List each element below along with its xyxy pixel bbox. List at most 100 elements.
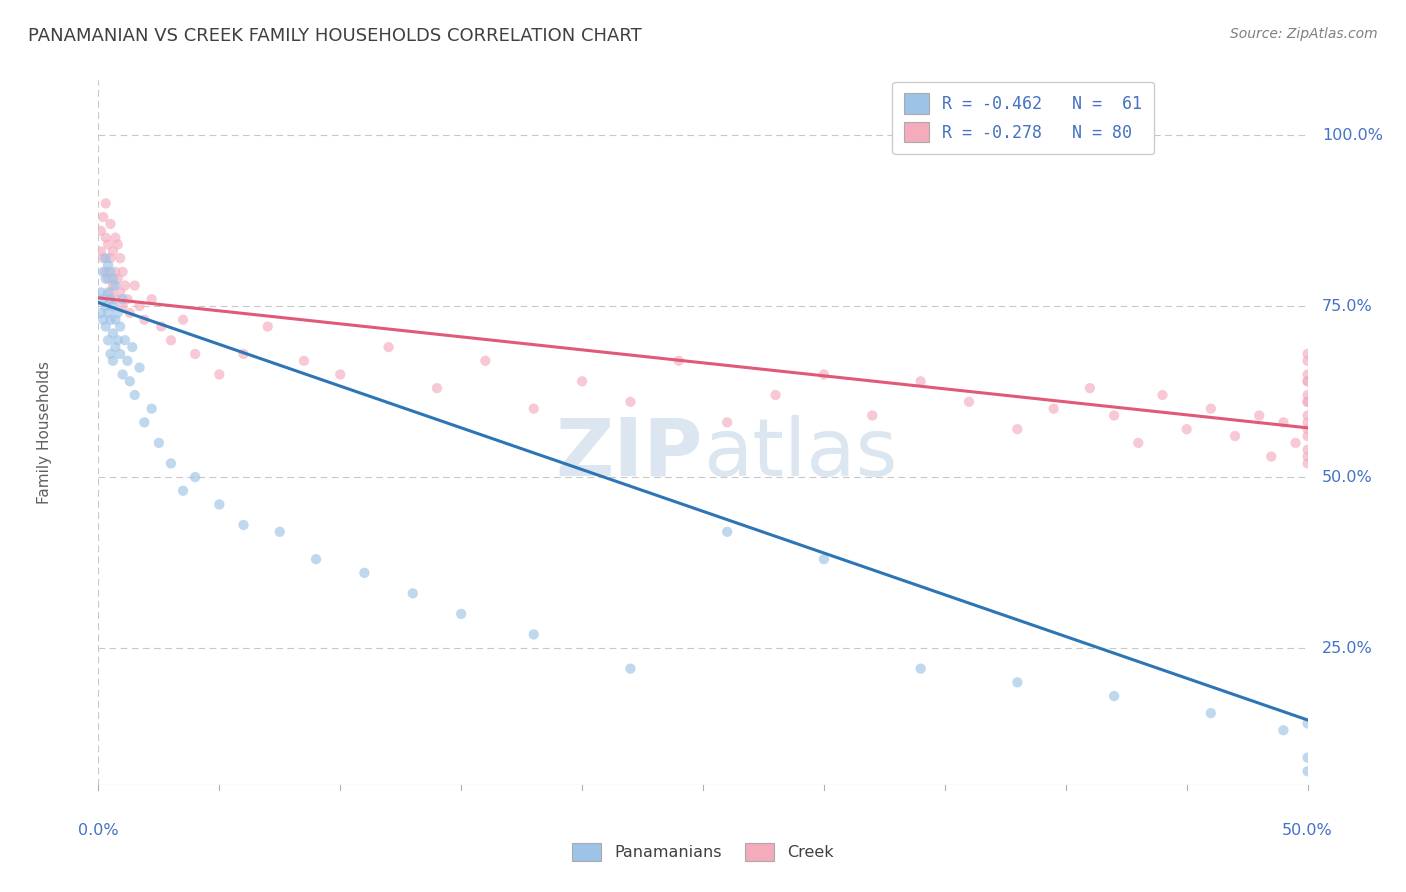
Point [1296,374,1319,388]
Point [111,292,134,306]
Point [107,306,129,320]
Point [141,292,163,306]
Point [450,607,472,621]
Point [1296,353,1319,368]
Point [114,278,136,293]
Point [114,333,136,347]
Point [474,353,496,368]
Point [910,374,932,388]
Point [353,566,375,580]
Point [1296,750,1319,764]
Point [108,251,131,265]
Point [813,368,835,382]
Point [305,552,328,566]
Text: ZIP: ZIP [555,415,703,492]
Point [141,401,163,416]
Point [571,374,593,388]
Point [97,271,120,285]
Point [1296,442,1319,457]
Point [104,265,127,279]
Point [1296,415,1319,429]
Point [860,409,883,423]
Point [1296,457,1319,471]
Point [1223,429,1246,443]
Point [1272,723,1295,738]
Point [100,217,122,231]
Point [91,292,114,306]
Point [90,224,112,238]
Text: Source: ZipAtlas.com: Source: ZipAtlas.com [1230,27,1378,41]
Point [107,271,129,285]
Point [100,312,122,326]
Point [1249,409,1271,423]
Point [94,265,117,279]
Point [668,353,690,368]
Point [134,415,156,429]
Point [1152,388,1174,402]
Point [1296,422,1319,436]
Point [160,333,183,347]
Point [208,368,231,382]
Point [108,347,131,361]
Text: 50.0%: 50.0% [1322,469,1372,484]
Point [101,278,124,293]
Point [91,312,114,326]
Point [104,292,127,306]
Point [111,265,134,279]
Point [1296,394,1319,409]
Point [426,381,449,395]
Point [97,333,120,347]
Point [292,353,315,368]
Point [94,299,117,313]
Point [104,230,127,244]
Text: 25.0%: 25.0% [1322,640,1372,656]
Point [910,662,932,676]
Point [208,498,231,512]
Point [256,319,278,334]
Point [1296,716,1319,731]
Point [1128,436,1150,450]
Point [232,347,254,361]
Legend: Panamanians, Creek: Panamanians, Creek [564,835,842,869]
Point [813,552,835,566]
Point [100,347,122,361]
Point [100,292,122,306]
Text: 50.0%: 50.0% [1282,822,1333,838]
Point [117,353,139,368]
Point [765,388,787,402]
Point [100,251,122,265]
Text: 75.0%: 75.0% [1322,299,1372,314]
Point [108,285,131,300]
Point [329,368,352,382]
Point [107,237,129,252]
Point [90,306,112,320]
Point [172,312,194,326]
Point [1102,409,1125,423]
Point [117,292,139,306]
Point [104,278,127,293]
Point [124,278,146,293]
Point [94,230,117,244]
Point [1007,675,1029,690]
Point [128,360,150,375]
Point [1296,374,1319,388]
Text: 0.0%: 0.0% [79,822,118,838]
Text: PANAMANIAN VS CREEK FAMILY HOUSEHOLDS CORRELATION CHART: PANAMANIAN VS CREEK FAMILY HOUSEHOLDS CO… [28,27,643,45]
Point [523,627,546,641]
Point [1272,415,1295,429]
Point [1260,450,1282,464]
Point [91,210,114,224]
Point [97,306,120,320]
Point [108,319,131,334]
Text: Family Households: Family Households [37,361,52,504]
Point [128,299,150,313]
Point [97,258,120,272]
Point [94,251,117,265]
Point [1296,409,1319,423]
Point [97,285,120,300]
Point [118,306,141,320]
Point [94,319,117,334]
Point [124,388,146,402]
Point [1296,347,1319,361]
Point [402,586,425,600]
